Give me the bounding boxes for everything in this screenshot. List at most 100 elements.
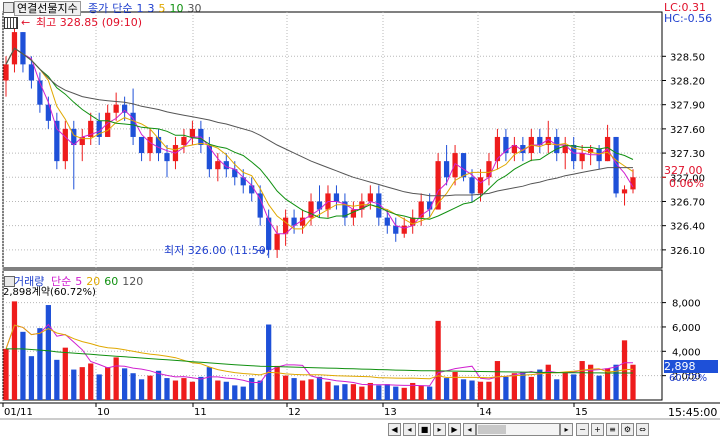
volume-bar: [282, 375, 289, 400]
x-tick-label: 12: [288, 407, 301, 418]
legend-item[interactable]: 120: [122, 275, 144, 288]
volume-panel-icon: [4, 276, 15, 287]
volume-bar: [503, 376, 509, 400]
legend-item[interactable]: 3: [147, 2, 155, 15]
volume-bar: [172, 380, 179, 400]
zoom-in-button[interactable]: +: [591, 423, 604, 436]
candle-body: [520, 145, 526, 154]
x-tick-label: 13: [384, 407, 397, 418]
candle-body: [79, 136, 85, 146]
volume-bar: [164, 378, 170, 400]
volume-bar: [28, 356, 35, 400]
current-volume-badge: 2,898: [664, 360, 718, 373]
candle-body: [613, 136, 619, 194]
legend-item[interactable]: 20: [86, 275, 101, 288]
legend-item[interactable]: 단순: [112, 2, 133, 15]
candle-body: [621, 189, 628, 194]
candle-body: [630, 177, 636, 190]
volume-bar: [401, 387, 407, 400]
scroll-right-button[interactable]: ▸: [560, 423, 573, 436]
price-tick-label: 326.10: [670, 246, 705, 257]
legend-item[interactable]: 10: [169, 2, 184, 15]
legend-item[interactable]: 5: [75, 275, 83, 288]
scroll-left-button[interactable]: ◂: [463, 423, 476, 436]
candle-body: [410, 217, 416, 226]
candle-body: [393, 225, 399, 234]
volume-bar: [630, 364, 636, 400]
price-ma-line-5: [5, 47, 634, 230]
volume-bar: [37, 328, 43, 400]
candle-body: [215, 161, 221, 170]
candle-body: [88, 120, 94, 137]
volume-bar: [342, 384, 348, 400]
candle-body: [232, 169, 238, 178]
volume-bar: [393, 386, 399, 400]
stop-button[interactable]: ■: [418, 423, 431, 436]
chart-menu-button[interactable]: [3, 2, 14, 13]
expand-button[interactable]: ⇔: [636, 423, 649, 436]
time-label: 15:45:00: [668, 406, 718, 419]
volume-bar: [20, 331, 26, 400]
volume-bar: [477, 381, 484, 400]
settings-button[interactable]: ⚙: [621, 423, 634, 436]
volume-bar: [249, 378, 255, 400]
volume-bar: [325, 381, 331, 400]
volume-bar: [105, 367, 111, 400]
volume-bar: [588, 364, 594, 400]
scroll-last-button[interactable]: ▶: [448, 423, 461, 436]
volume-bar: [562, 372, 568, 400]
price-ma-legend[interactable]: 종가 단순 1 3 5 10 30: [88, 2, 206, 15]
volume-bar: [113, 357, 119, 400]
volume-bar: [350, 384, 357, 400]
candle-body: [376, 193, 382, 218]
legend-item[interactable]: 1: [136, 2, 144, 15]
volume-bar: [45, 305, 51, 400]
volume-bar: [155, 370, 162, 400]
candle-body: [511, 145, 518, 154]
legend-item[interactable]: 30: [187, 2, 202, 15]
low-price-note: 최저 326.00 (11:50): [164, 244, 271, 257]
horizontal-scrollbar[interactable]: [476, 423, 560, 436]
volume-bar: [147, 375, 153, 400]
candle-body: [299, 217, 306, 226]
candle-body: [257, 193, 263, 218]
price-panel-title[interactable]: 연결선물지수: [14, 1, 81, 16]
candle-body: [537, 136, 543, 146]
period-button[interactable]: ≡: [606, 423, 619, 436]
legend-item[interactable]: 60: [104, 275, 119, 288]
candle-body: [138, 136, 145, 154]
candle-body: [333, 193, 340, 202]
volume-bar: [198, 376, 204, 400]
lc-value: LC:0.31: [664, 1, 707, 14]
zoom-out-button[interactable]: −: [576, 423, 589, 436]
volume-bar: [181, 378, 187, 400]
table-toggle-icon[interactable]: [4, 17, 18, 29]
legend-item[interactable]: 종가: [88, 2, 109, 15]
legend-item[interactable]: 5: [158, 2, 166, 15]
volume-bar: [418, 385, 424, 400]
current-volume-pct: 60.72%: [669, 373, 708, 384]
volume-bar: [579, 361, 585, 400]
candle-body: [206, 145, 212, 170]
scroll-first-button[interactable]: ◀: [388, 423, 401, 436]
candle-body: [486, 161, 492, 178]
candle-body: [452, 153, 458, 178]
scroll-next-button[interactable]: ▸: [433, 423, 446, 436]
volume-ma-line-20: [5, 324, 634, 380]
scroll-prev-button[interactable]: ◂: [403, 423, 416, 436]
volume-ma-legend[interactable]: 단순 5 20 60 120: [51, 275, 147, 288]
candle-body: [20, 32, 26, 65]
volume-bar: [11, 301, 18, 400]
scroll-thumb[interactable]: [478, 425, 506, 434]
volume-panel-title[interactable]: 거래량: [14, 275, 45, 288]
volume-tick-label: 4,000: [672, 347, 701, 358]
price-tick-label: 327.90: [670, 101, 705, 112]
current-change-label: 0.06%: [669, 177, 704, 190]
candle-body: [147, 136, 153, 154]
candle-body: [62, 128, 68, 162]
candle-body: [469, 177, 475, 194]
candle-body: [350, 209, 357, 218]
price-panel-frame: [2, 11, 663, 269]
volume-bar: [469, 380, 475, 400]
legend-item[interactable]: 단순: [51, 275, 72, 288]
